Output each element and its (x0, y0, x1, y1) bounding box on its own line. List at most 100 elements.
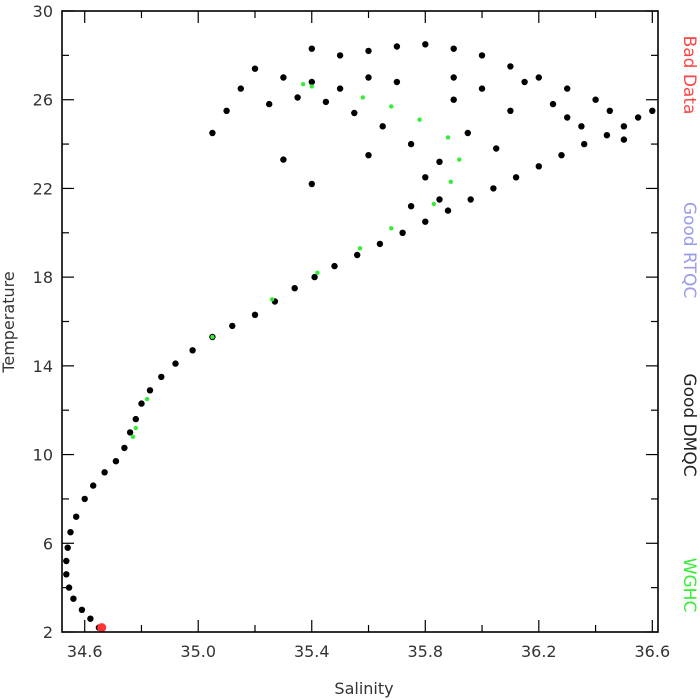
point-good-dmqc-68 (266, 100, 273, 108)
point-wghc-10 (357, 246, 363, 251)
point-wghc-8 (431, 201, 436, 207)
point-wghc-13 (210, 334, 215, 340)
point-good-dmqc-21 (189, 347, 196, 354)
point-good-dmqc-28 (331, 262, 338, 270)
point-good-dmqc-26 (291, 285, 298, 292)
point-good-dmqc-83 (450, 96, 457, 103)
point-good-dmqc-80 (422, 174, 429, 181)
point-good-dmqc-45 (592, 96, 599, 103)
point-good-dmqc-46 (564, 85, 571, 92)
x-axis-title: Salinity (334, 679, 393, 698)
legend: Bad Data Good RTQC Good DMQC WGHC (679, 36, 699, 613)
y-tick-label: 18 (33, 268, 53, 287)
point-good-dmqc-47 (535, 74, 542, 81)
point-good-dmqc-3 (70, 595, 77, 602)
point-good-dmqc-77 (280, 156, 287, 163)
point-good-dmqc-39 (581, 140, 588, 148)
point-good-dmqc-75 (464, 129, 471, 137)
point-good-dmqc-59 (393, 78, 401, 86)
x-tick-label: 35.0 (180, 642, 216, 661)
point-good-dmqc-19 (158, 373, 165, 381)
point-good-dmqc-81 (436, 196, 443, 203)
point-good-dmqc-30 (376, 240, 384, 248)
x-tick-label: 34.6 (67, 642, 103, 661)
point-wghc-4 (417, 117, 422, 122)
point-good-dmqc-54 (336, 52, 344, 59)
legend-item: Good DMQC (679, 373, 699, 476)
point-good-dmqc-31 (399, 229, 406, 236)
x-tick-label: 36.2 (521, 642, 557, 661)
x-tick-label: 35.8 (407, 642, 443, 661)
point-wghc-15 (133, 425, 138, 431)
point-good-dmqc-37 (535, 163, 542, 170)
point-good-dmqc-43 (649, 107, 656, 115)
point-good-dmqc-79 (365, 152, 372, 159)
point-good-dmqc-73 (407, 140, 415, 148)
legend-label: Bad Data (679, 36, 699, 115)
point-wghc-9 (389, 226, 394, 231)
y-tick-label: 10 (33, 446, 53, 465)
point-good-dmqc-60 (365, 74, 372, 81)
point-good-dmqc-27 (311, 273, 318, 281)
point-bad-data-0 (97, 623, 107, 633)
point-good-dmqc-71 (351, 109, 358, 117)
point-wghc-16 (130, 434, 136, 439)
point-good-dmqc-11 (90, 482, 97, 489)
point-good-dmqc-34 (467, 196, 474, 203)
point-good-dmqc-48 (507, 63, 514, 70)
point-wghc-2 (360, 95, 365, 100)
point-wghc-6 (457, 157, 462, 162)
point-good-dmqc-69 (294, 94, 301, 101)
point-good-dmqc-12 (101, 469, 108, 476)
point-wghc-5 (445, 135, 451, 140)
point-good-dmqc-55 (308, 45, 315, 52)
data-points-layer (63, 41, 656, 633)
legend-item: Good RTQC (679, 202, 699, 298)
point-good-dmqc-33 (444, 207, 452, 214)
point-good-dmqc-78 (308, 180, 315, 188)
point-good-dmqc-8 (67, 529, 74, 536)
point-good-dmqc-51 (422, 41, 429, 48)
legend-item: WGHC (679, 558, 699, 613)
point-good-dmqc-1 (87, 615, 94, 622)
point-good-dmqc-32 (422, 218, 429, 225)
point-good-dmqc-24 (251, 311, 259, 318)
y-tick-label: 30 (33, 2, 53, 21)
point-good-dmqc-50 (450, 45, 457, 52)
point-good-dmqc-57 (478, 85, 486, 92)
point-good-dmqc-15 (126, 429, 134, 436)
point-wghc-0 (301, 82, 306, 87)
point-good-dmqc-5 (63, 571, 70, 578)
point-good-dmqc-65 (237, 85, 244, 92)
axes-layer (61, 10, 659, 633)
point-good-dmqc-16 (132, 415, 139, 423)
point-wghc-3 (389, 104, 394, 109)
point-good-dmqc-17 (138, 400, 145, 407)
plot-frame (61, 10, 659, 633)
point-good-dmqc-72 (379, 123, 386, 130)
point-good-dmqc-64 (251, 65, 259, 72)
y-tick-label: 22 (33, 179, 53, 198)
point-good-dmqc-4 (65, 584, 73, 591)
y-tick-label: 14 (33, 357, 53, 376)
point-good-dmqc-36 (512, 174, 520, 181)
point-wghc-12 (269, 297, 275, 302)
point-good-dmqc-41 (620, 123, 628, 130)
point-good-dmqc-18 (146, 387, 154, 394)
point-good-dmqc-6 (63, 557, 70, 565)
point-good-dmqc-84 (521, 78, 528, 86)
point-good-dmqc-82 (407, 203, 415, 210)
legend-label: Good RTQC (679, 202, 699, 298)
y-tick-label: 2 (43, 623, 53, 642)
point-good-dmqc-20 (172, 360, 179, 367)
point-good-dmqc-42 (634, 114, 642, 121)
point-good-dmqc-62 (308, 78, 315, 86)
point-good-dmqc-10 (81, 495, 88, 503)
point-good-dmqc-9 (73, 513, 80, 520)
point-wghc-14 (144, 396, 150, 402)
point-good-dmqc-86 (578, 123, 585, 130)
point-good-dmqc-70 (322, 98, 330, 106)
point-good-dmqc-13 (112, 458, 120, 465)
point-wghc-1 (309, 84, 314, 89)
